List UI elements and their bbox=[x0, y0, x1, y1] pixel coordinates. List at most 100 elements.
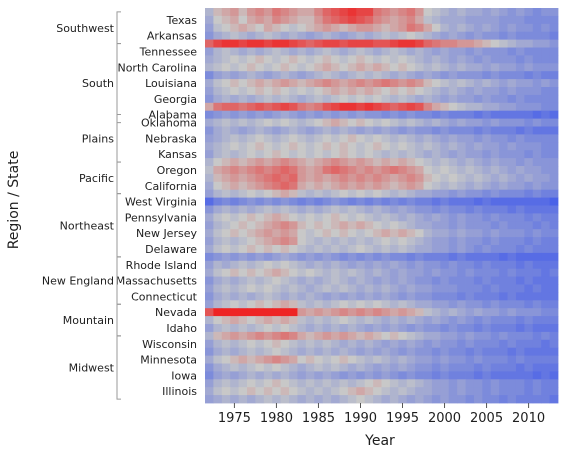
heatmap-cell bbox=[524, 23, 534, 33]
heatmap-cell bbox=[238, 268, 248, 277]
heatmap-cell bbox=[322, 379, 332, 388]
heatmap-cell bbox=[238, 173, 248, 183]
heatmap-cell bbox=[263, 87, 273, 96]
heatmap-cell bbox=[289, 197, 298, 206]
heatmap-cell bbox=[381, 363, 391, 372]
heatmap-cell bbox=[331, 268, 340, 277]
heatmap-cell bbox=[406, 260, 416, 270]
heatmap-cell bbox=[457, 71, 466, 80]
heatmap-cell bbox=[406, 150, 416, 159]
heatmap-cell bbox=[431, 308, 441, 317]
heatmap-cell bbox=[221, 268, 231, 277]
heatmap-cell bbox=[280, 363, 290, 372]
heatmap-cell bbox=[213, 237, 223, 246]
heatmap-cell bbox=[272, 300, 282, 309]
heatmap-cell bbox=[339, 363, 349, 372]
heatmap-cell bbox=[331, 292, 340, 301]
heatmap-cell bbox=[373, 205, 382, 214]
heatmap-cell bbox=[465, 355, 475, 364]
heatmap-cell bbox=[364, 8, 374, 17]
heatmap-cell bbox=[482, 363, 492, 372]
heatmap-cell bbox=[482, 110, 492, 119]
heatmap-cell bbox=[356, 284, 366, 293]
heatmap-cell bbox=[314, 197, 324, 206]
heatmap-cell bbox=[221, 229, 231, 238]
heatmap-cell bbox=[457, 166, 466, 175]
heatmap-cell bbox=[221, 39, 231, 48]
heatmap-cell bbox=[289, 331, 298, 341]
heatmap-cell bbox=[465, 316, 475, 325]
heatmap-cell bbox=[263, 118, 273, 127]
heatmap-cell bbox=[347, 126, 357, 135]
heatmap-cell bbox=[280, 173, 290, 183]
heatmap-cell bbox=[406, 173, 416, 183]
heatmap-cell bbox=[331, 94, 340, 104]
heatmap-cell bbox=[448, 63, 458, 72]
heatmap-cell bbox=[465, 387, 475, 396]
heatmap-cell bbox=[314, 173, 324, 183]
heatmap-cell bbox=[415, 23, 424, 33]
heatmap-cell bbox=[549, 71, 559, 80]
heatmap-cell bbox=[457, 102, 466, 112]
heatmap-cell bbox=[322, 308, 332, 317]
heatmap-cell bbox=[347, 387, 357, 396]
heatmap-cell bbox=[499, 166, 508, 175]
heatmap-cell bbox=[373, 15, 382, 25]
heatmap-cell bbox=[389, 71, 399, 80]
heatmap-cell bbox=[398, 205, 408, 214]
heatmap-cell bbox=[457, 387, 466, 396]
state-label: Massachusetts bbox=[116, 275, 198, 288]
heatmap-cell bbox=[431, 268, 441, 277]
heatmap-cell bbox=[465, 102, 475, 112]
heatmap-cell bbox=[272, 284, 282, 293]
heatmap-cell bbox=[364, 245, 374, 254]
heatmap-cell bbox=[389, 205, 399, 214]
heatmap-cell bbox=[331, 31, 340, 40]
heatmap-cell bbox=[339, 331, 349, 341]
heatmap-cell bbox=[347, 347, 357, 356]
heatmap-cell bbox=[255, 110, 265, 119]
heatmap-cell bbox=[524, 181, 534, 191]
heatmap-cell bbox=[373, 158, 382, 167]
heatmap-cell bbox=[314, 276, 324, 285]
heatmap-cell bbox=[473, 324, 483, 333]
heatmap-cell bbox=[213, 292, 223, 301]
heatmap-cell bbox=[297, 331, 307, 341]
heatmap-cell bbox=[347, 173, 357, 183]
heatmap-cell bbox=[247, 150, 256, 159]
heatmap-cell bbox=[465, 150, 475, 159]
heatmap-cell bbox=[457, 63, 466, 72]
heatmap-cell bbox=[389, 181, 399, 191]
heatmap-cell bbox=[507, 339, 517, 349]
heatmap-cell bbox=[473, 221, 483, 230]
heatmap-cell bbox=[263, 237, 273, 246]
heatmap-cell bbox=[398, 71, 408, 80]
heatmap-cell bbox=[347, 47, 357, 56]
heatmap-cell bbox=[230, 142, 240, 151]
heatmap-cell bbox=[347, 371, 357, 380]
heatmap-cell bbox=[339, 308, 349, 317]
heatmap-cell bbox=[524, 260, 534, 270]
heatmap-cell bbox=[499, 355, 508, 364]
heatmap-cell bbox=[297, 276, 307, 285]
heatmap-cell bbox=[473, 126, 483, 135]
heatmap-cell bbox=[205, 324, 214, 333]
heatmap-cell bbox=[322, 300, 332, 309]
heatmap-cell bbox=[297, 324, 307, 333]
heatmap-cell bbox=[263, 23, 273, 33]
heatmap-cell bbox=[356, 94, 366, 104]
heatmap-cell bbox=[213, 268, 223, 277]
heatmap-cell bbox=[541, 181, 550, 191]
heatmap-cell bbox=[322, 339, 332, 349]
heatmap-cell bbox=[221, 213, 231, 222]
heatmap-cell bbox=[230, 276, 240, 285]
heatmap-cell bbox=[381, 379, 391, 388]
heatmap-cell bbox=[448, 395, 458, 404]
heatmap-cell bbox=[541, 15, 550, 25]
heatmap-cell bbox=[541, 379, 550, 388]
heatmap-cell bbox=[305, 134, 315, 143]
heatmap-cell bbox=[322, 221, 332, 230]
heatmap-cell bbox=[322, 55, 332, 64]
heatmap-cell bbox=[205, 39, 214, 48]
heatmap-cell bbox=[499, 229, 508, 238]
